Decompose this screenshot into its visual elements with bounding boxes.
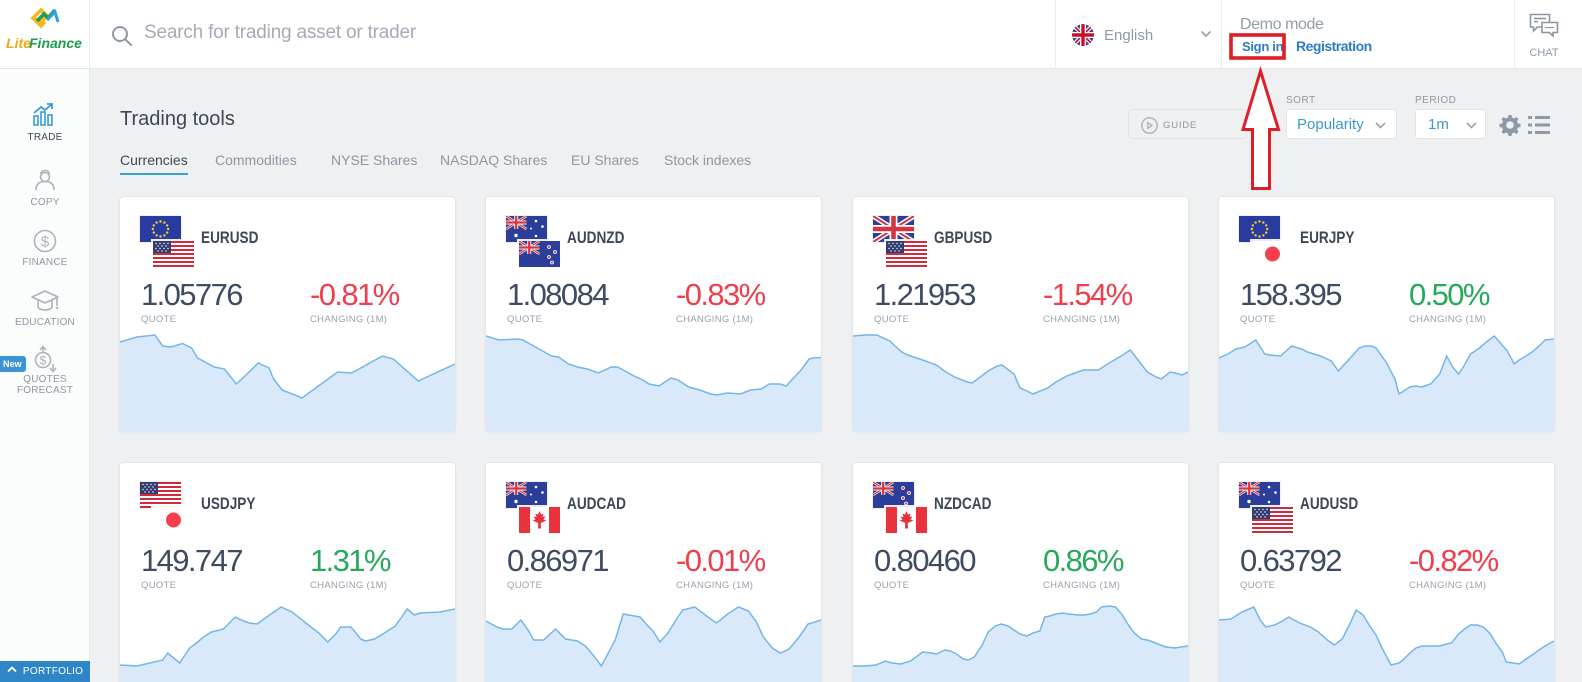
svg-text:$: $ xyxy=(41,234,50,251)
svg-text:Lite: Lite xyxy=(6,35,31,51)
svg-text:$: $ xyxy=(40,354,47,368)
svg-text:Finance: Finance xyxy=(29,35,82,51)
